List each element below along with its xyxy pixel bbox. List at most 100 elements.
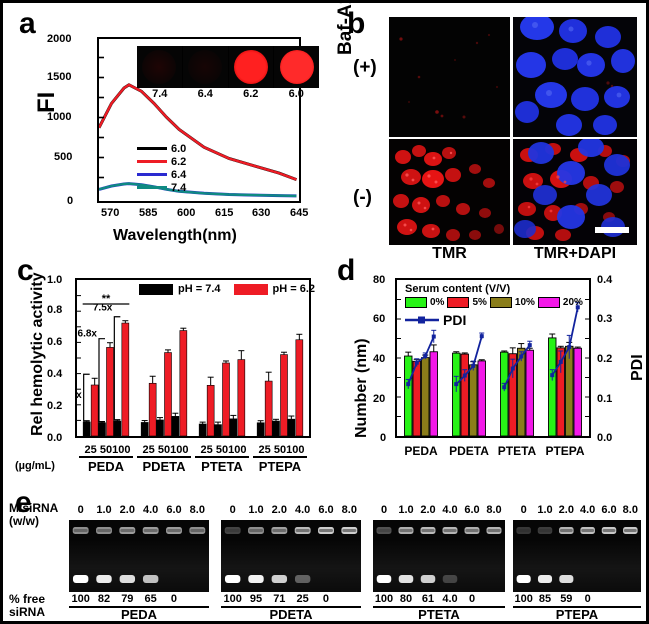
panel-e-ratio-value: 6.0 [601, 504, 617, 516]
panel-a-ytick-0: 0 [67, 195, 74, 207]
panel-e-ratio-value: 4.0 [295, 504, 311, 516]
panel-e-ratio-row: 0 1.0 2.0 4.0 6.0 8.0 [513, 504, 641, 516]
legend-swatch-20pct [537, 297, 560, 308]
panel-e-ratio-row: 0 1.0 2.0 4.0 6.0 8.0 [373, 504, 505, 516]
panel-c-group-underline [253, 456, 307, 458]
panel-a-ytick-500: 500 [54, 151, 73, 163]
legend-item-60: 6.0 [137, 142, 207, 155]
panel-d-legend: Serum content (V/V) 0% 5% 10% 20% PDI [405, 283, 585, 328]
panel-c-label: c [17, 254, 34, 287]
panel-b-image-bafa1-negative-tmr [389, 139, 510, 245]
panel-e-ratio-value: 1.0 [248, 504, 264, 516]
legend-line-74 [137, 186, 167, 189]
panel-b-row-group-label: Baf-A1 [335, 0, 356, 55]
legend-swatch-0pct [405, 297, 427, 308]
panel-d-legend-pdi: PDI [405, 312, 585, 328]
panel-b-scale-bar-overlay [595, 227, 629, 233]
panel-e-ratio-value: 6.0 [464, 504, 480, 516]
panel-e-percent-free-value [620, 593, 641, 605]
svg-text:7.5x: 7.5x [93, 303, 113, 314]
panel-e-ratio-row: 0 1.0 2.0 4.0 6.0 8.0 [221, 504, 361, 516]
panel-d-label: d [337, 254, 356, 287]
svg-text:3.5x: 3.5x [77, 390, 82, 401]
panel-e-percent-free-row: 100 82 79 65 0 [69, 593, 209, 605]
panel-c-plot-area: 3.5x 6.8x 7.5x** [75, 278, 311, 438]
panel-e-percent-free-value: 85 [538, 593, 552, 605]
legend-item-64: 6.4 [137, 168, 207, 181]
panel-e-percent-free-value: 65 [144, 593, 157, 605]
panel-d-y2-axis-title: PDI [629, 354, 646, 381]
panel-e-ratio-value: 6.0 [166, 504, 182, 516]
panel-e-pct-label-line2: siRNA [9, 605, 46, 619]
panel-a: a 2000 1500 1000 500 0 [9, 9, 327, 254]
panel-e-percent-free-value: 25 [296, 593, 309, 605]
panel-e-percent-free-label: % free siRNA [9, 593, 45, 619]
legend-item-74: 7.4 [137, 181, 207, 194]
panel-d-y2tick-0.3: 0.3 [597, 313, 613, 325]
panel-e-percent-free-value: 100 [514, 593, 533, 605]
legend-label-pdi: PDI [443, 312, 467, 328]
inset-well-60 [274, 46, 319, 88]
panel-e-percent-free-row: 100 95 71 25 0 [221, 593, 361, 605]
panel-d-y2tick-0.1: 0.1 [597, 393, 613, 405]
panel-e-percent-free-value: 82 [97, 593, 111, 605]
panel-d-bars-and-line [397, 299, 589, 436]
panel-e-ratio-value: 8.0 [486, 504, 502, 516]
panel-a-inset-wells [137, 46, 319, 88]
panel-e-percent-free-row: 100 80 61 4.0 0 [373, 593, 505, 605]
panel-a-label: a [19, 7, 36, 40]
panel-e-gel-name: PEDA [120, 607, 158, 622]
panel-d-y2tick-0.4: 0.4 [597, 274, 613, 286]
panel-e-ratio-row: 0 1.0 2.0 4.0 6.0 8.0 [69, 504, 209, 516]
legend-label-ph62: pH = 6.2 [272, 283, 316, 295]
bTL-content [389, 17, 510, 137]
panel-e-percent-free-value: 0 [170, 593, 178, 605]
panel-c-dose-label: 25 [142, 444, 155, 456]
gel-content [513, 520, 641, 592]
panel-e: e M/siRNA (w/w) % free siRNA 0 1.0 2.0 4.0 6… [9, 486, 646, 622]
inset-well-64 [182, 46, 228, 88]
panel-e-ratio-value: 4.0 [442, 504, 458, 516]
inset-label-64: 6.4 [197, 88, 213, 100]
panel-d-ytick-60: 60 [373, 313, 386, 325]
panel-d-group-label: PEDA [404, 444, 438, 458]
panel-e-percent-free-value: 79 [121, 593, 134, 605]
panel-e-ratio-value: 1.0 [398, 504, 414, 516]
panel-d-ytick-20: 20 [373, 393, 386, 405]
panel-c-ytick-1.0: 1.0 [47, 274, 63, 286]
panel-e-ratio-value: 4.0 [580, 504, 596, 516]
panel-b-image-bafa1-negative-tmr-dapi [513, 139, 637, 245]
panel-c-dose-label: 25 [84, 444, 97, 456]
panel-e-ratio-label-line2: (w/w) [9, 514, 39, 528]
panel-d-y2tick-0.0: 0.0 [597, 432, 613, 444]
panel-e-ratio-value: 8.0 [341, 504, 357, 516]
panel-c-group-label: PTETA [201, 459, 243, 474]
panel-c-ytick-0.8: 0.8 [47, 304, 63, 316]
panel-c-dose-label: 100 [112, 444, 131, 456]
panel-c-ytick-0.4: 0.4 [47, 368, 63, 380]
panel-c-ytick-0.6: 0.6 [47, 336, 63, 348]
panel-c-bars: 3.5x 6.8x 7.5x** [77, 293, 304, 436]
panel-e-label: e [15, 486, 32, 519]
panel-e-gel-image-pdeta [221, 520, 361, 592]
gel-content [69, 520, 209, 592]
panel-a-xtick-630: 630 [252, 207, 271, 219]
panel-d-ytick-0: 0 [380, 432, 387, 444]
panel-c-group-underline [79, 456, 133, 458]
panel-b-column-label-tmr-dapi: TMR+DAPI [533, 245, 617, 262]
bTR-content [513, 17, 637, 137]
inset-label-60: 6.0 [288, 88, 304, 100]
panel-a-ytick-1500: 1500 [47, 71, 72, 83]
panel-e-percent-free-value: 71 [273, 593, 286, 605]
legend-label-64: 6.4 [171, 168, 187, 181]
panel-c-group-label: PEDA [87, 459, 125, 474]
panel-e-gel-image-pteta [373, 520, 505, 592]
inset-label-74: 7.4 [152, 88, 168, 100]
panel-e-percent-free-value [483, 593, 505, 605]
panel-c-dose-label: 100 [286, 444, 305, 456]
panel-c-dose-label: 100 [228, 444, 247, 456]
panel-c-ytick-0.2: 0.2 [47, 400, 63, 412]
panel-c-group-underline [137, 456, 191, 458]
legend-label-ph74: pH = 7.4 [178, 283, 221, 295]
panel-e-ratio-value: 4.0 [143, 504, 159, 516]
